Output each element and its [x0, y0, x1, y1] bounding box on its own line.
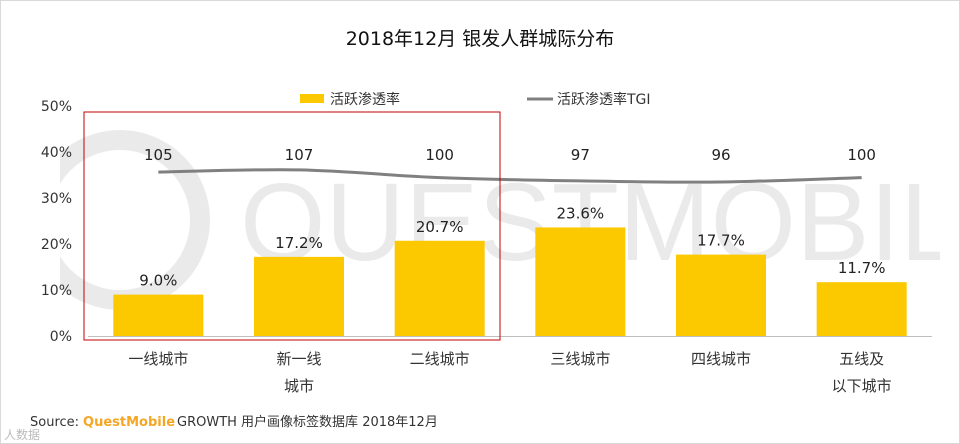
- y-tick-label: 40%: [41, 145, 72, 161]
- x-category-label: 二线城市: [410, 350, 470, 368]
- tgi-value-label: 97: [571, 146, 590, 164]
- source-prefix: Source:: [30, 415, 80, 430]
- bar: [113, 294, 204, 336]
- source-brand: QuestMobile: [83, 415, 176, 430]
- y-tick-label: 50%: [41, 99, 72, 115]
- tgi-value-label: 107: [285, 146, 314, 164]
- x-category-label: 新一线: [276, 350, 321, 368]
- bar: [254, 256, 344, 336]
- tgi-value-label: 96: [711, 146, 730, 164]
- bar-value-label: 20.7%: [416, 218, 464, 236]
- legend-swatch-bar: [300, 94, 324, 103]
- bar-value-label: 23.6%: [557, 204, 605, 222]
- tgi-value-label: 100: [847, 146, 876, 164]
- bar-value-label: 17.7%: [697, 232, 745, 250]
- bar-value-label: 9.0%: [139, 272, 177, 290]
- bar-value-label: 17.2%: [275, 234, 323, 252]
- tgi-line: [158, 168, 862, 184]
- legend-label-line: 活跃渗透率TGI: [557, 91, 651, 108]
- source-note: Source: QuestMobile GROWTH 用户画像标签数据库 2018年…: [30, 411, 438, 430]
- y-tick-label: 30%: [41, 191, 72, 207]
- corner-stamp: 人数据: [4, 428, 41, 442]
- chart-title: 2018年12月 银发人群城际分布: [345, 28, 615, 50]
- y-tick-label: 10%: [41, 283, 72, 299]
- x-category-label: 以下城市: [832, 377, 892, 395]
- tgi-value-label: 105: [144, 146, 173, 164]
- bar: [676, 254, 766, 336]
- bar-value-label: 11.7%: [838, 259, 886, 277]
- x-category-label: 四线城市: [691, 350, 751, 368]
- bar: [535, 227, 626, 336]
- y-tick-label: 0%: [50, 329, 72, 345]
- bar: [394, 240, 485, 336]
- x-category-label: 一线城市: [128, 350, 188, 368]
- x-category-label: 五线及: [839, 350, 884, 368]
- legend-label-bar: 活跃渗透率: [330, 91, 400, 108]
- highlight-box: [83, 111, 501, 341]
- source-text: GROWTH 用户画像标签数据库 2018年12月: [177, 415, 438, 430]
- bar: [816, 282, 907, 336]
- y-tick-label: 20%: [41, 237, 72, 253]
- x-category-label: 城市: [284, 377, 314, 395]
- tgi-value-label: 100: [425, 146, 454, 164]
- x-category-label: 三线城市: [550, 350, 610, 368]
